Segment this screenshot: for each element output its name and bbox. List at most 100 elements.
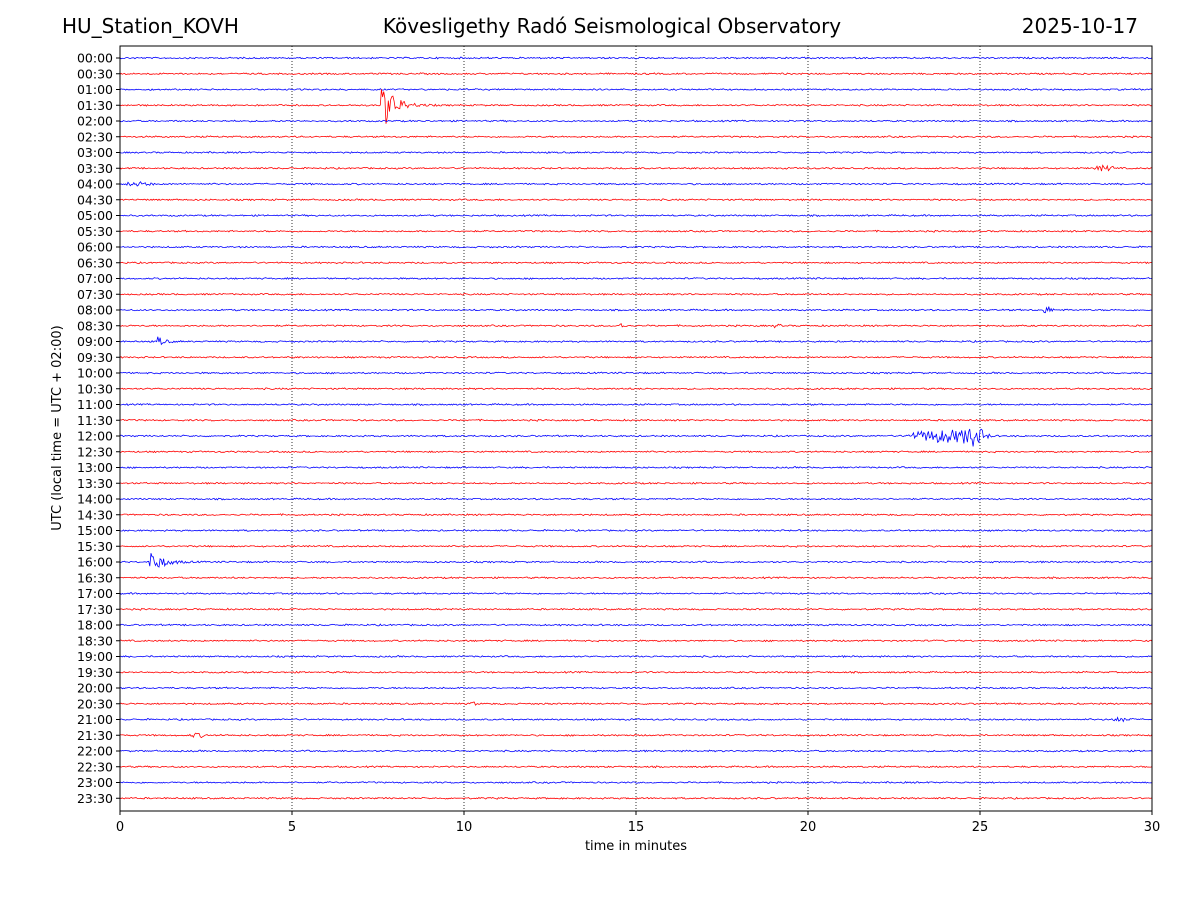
y-tick-label: 00:00 — [77, 51, 113, 66]
y-tick-label: 12:00 — [77, 429, 113, 444]
trace-line — [119, 732, 1153, 739]
x-tick-label: 20 — [800, 820, 817, 835]
y-tick-label: 18:30 — [77, 633, 113, 648]
trace-line — [119, 780, 1152, 784]
trace-line — [119, 749, 1153, 753]
y-tick-label: 07:00 — [77, 271, 113, 286]
y-tick-label: 13:30 — [77, 476, 113, 491]
trace-line — [119, 371, 1153, 375]
trace-line — [119, 670, 1153, 674]
trace-line — [119, 119, 1153, 123]
y-tick-label: 17:30 — [77, 602, 113, 617]
y-tick-label: 12:30 — [77, 444, 113, 459]
trace-line — [119, 72, 1153, 76]
y-tick-label: 06:30 — [77, 255, 113, 270]
trace-line — [119, 428, 1153, 447]
y-tick-label: 05:00 — [77, 208, 113, 223]
trace-line — [119, 292, 1153, 296]
x-tick-label: 10 — [456, 820, 473, 835]
y-tick-label: 21:00 — [77, 712, 113, 727]
trace-line — [119, 214, 1153, 218]
y-tick-label: 07:30 — [77, 287, 113, 302]
y-tick-label: 23:00 — [77, 775, 113, 790]
y-tick-label: 20:30 — [77, 696, 113, 711]
y-tick-label: 04:30 — [77, 192, 113, 207]
y-tick-label: 14:30 — [77, 507, 113, 522]
x-tick-label: 5 — [288, 820, 296, 835]
x-tick-label: 0 — [116, 820, 124, 835]
y-tick-label: 04:00 — [77, 177, 113, 192]
y-tick-label: 13:00 — [77, 460, 113, 475]
trace-line — [119, 245, 1153, 249]
trace-line — [119, 513, 1153, 517]
y-tick-label: 08:00 — [77, 303, 113, 318]
trace-line — [119, 88, 1153, 91]
y-tick-label: 02:00 — [77, 114, 113, 129]
y-tick-label: 14:00 — [77, 492, 113, 507]
y-tick-label: 16:00 — [77, 555, 113, 570]
y-tick-label: 11:00 — [77, 397, 113, 412]
trace-line — [119, 198, 1153, 202]
trace-line — [119, 655, 1153, 659]
y-tick-label: 22:00 — [77, 744, 113, 759]
date-title: 2025-10-17 — [1021, 14, 1138, 38]
y-tick-label: 02:30 — [77, 129, 113, 144]
trace-line — [119, 306, 1153, 314]
y-tick-label: 06:00 — [77, 240, 113, 255]
y-tick-label: 15:30 — [77, 539, 113, 554]
trace-line — [119, 765, 1153, 769]
y-tick-label: 19:30 — [77, 665, 113, 680]
y-tick-label: 03:30 — [77, 161, 113, 176]
y-tick-label: 21:30 — [77, 728, 113, 743]
trace-line — [119, 355, 1153, 359]
y-tick-label: 08:30 — [77, 318, 113, 333]
trace-line — [119, 639, 1153, 643]
trace-line — [119, 229, 1153, 233]
trace-line — [119, 592, 1153, 595]
trace-line — [119, 544, 1153, 548]
x-tick-label: 25 — [972, 820, 989, 835]
y-tick-label: 05:30 — [77, 224, 113, 239]
y-tick-label: 01:30 — [77, 98, 113, 113]
trace-line — [119, 716, 1153, 723]
seismic-traces — [119, 56, 1153, 800]
trace-line — [119, 387, 1153, 391]
station-title: HU_Station_KOVH — [62, 14, 239, 38]
y-tick-label: 09:00 — [77, 334, 113, 349]
trace-line — [119, 450, 1153, 454]
trace-line — [119, 181, 1153, 187]
trace-line — [119, 164, 1152, 172]
y-tick-label: 10:00 — [77, 366, 113, 381]
trace-line — [120, 336, 1153, 346]
trace-line — [119, 481, 1153, 485]
trace-line — [119, 89, 1153, 124]
y-tick-label: 11:30 — [77, 413, 113, 428]
observatory-title: Kövesligethy Radó Seismological Observat… — [382, 14, 842, 38]
x-tick-label: 30 — [1144, 820, 1161, 835]
trace-line — [119, 322, 1153, 329]
trace-line — [119, 607, 1153, 611]
grid-lines — [291, 46, 981, 811]
x-tick-label: 15 — [628, 820, 645, 835]
trace-line — [119, 701, 1153, 706]
y-tick-label: 09:30 — [77, 350, 113, 365]
y-tick-label: 23:30 — [77, 791, 113, 806]
y-axis-label: UTC (local time = UTC + 02:00) — [50, 325, 65, 530]
y-tick-label: 17:00 — [77, 586, 113, 601]
trace-line — [119, 135, 1153, 139]
plot-frame — [119, 45, 1153, 812]
trace-line — [119, 686, 1153, 690]
y-tick-label: 16:30 — [77, 570, 113, 585]
y-tick-label: 20:00 — [77, 681, 113, 696]
trace-line — [119, 150, 1153, 154]
trace-line — [119, 261, 1153, 265]
trace-line — [119, 528, 1153, 532]
y-tick-label: 03:00 — [77, 145, 113, 160]
y-tick-label: 19:00 — [77, 649, 113, 664]
y-tick-label: 10:30 — [77, 381, 113, 396]
trace-line — [119, 466, 1153, 469]
y-tick-label: 01:00 — [77, 82, 113, 97]
trace-line — [119, 497, 1153, 501]
x-axis-label: time in minutes — [585, 839, 687, 854]
trace-line — [119, 56, 1153, 60]
